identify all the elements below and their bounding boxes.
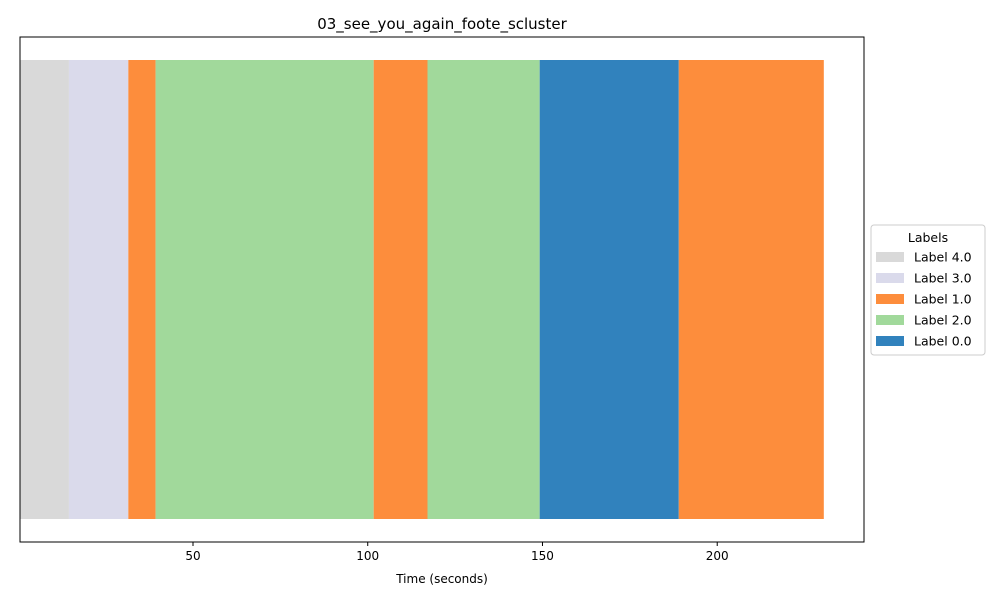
plot-frame bbox=[19, 36, 865, 543]
segment-bar-4 bbox=[373, 60, 428, 519]
chart-title: 03_see_you_again_foote_scluster bbox=[317, 15, 567, 34]
segment-bar-6 bbox=[539, 60, 679, 519]
segment-bar-1 bbox=[68, 60, 129, 519]
x-tick-label-0: 50 bbox=[185, 549, 200, 563]
segment-bar-5 bbox=[427, 60, 540, 519]
segment-bar-0 bbox=[20, 60, 69, 519]
x-tick-label-1: 100 bbox=[356, 549, 379, 563]
legend-swatch-0 bbox=[876, 252, 904, 262]
legend-label-0: Label 4.0 bbox=[914, 250, 972, 265]
legend-label-2: Label 1.0 bbox=[914, 292, 972, 307]
segment-bar-3 bbox=[155, 60, 374, 519]
segment-bar-7 bbox=[678, 60, 824, 519]
legend-swatch-1 bbox=[876, 273, 904, 283]
legend-swatch-4 bbox=[876, 336, 904, 346]
legend-title: Labels bbox=[908, 230, 948, 245]
legend-label-4: Label 0.0 bbox=[914, 334, 972, 349]
x-axis-ticks: 50 100 150 200 bbox=[185, 542, 729, 563]
legend-swatch-2 bbox=[876, 294, 904, 304]
x-tick-label-3: 200 bbox=[706, 549, 729, 563]
segment-bar-2 bbox=[128, 60, 156, 519]
legend-swatch-3 bbox=[876, 315, 904, 325]
x-tick-label-2: 150 bbox=[531, 549, 554, 563]
x-axis-label: Time (seconds) bbox=[395, 572, 488, 586]
legend-label-3: Label 2.0 bbox=[914, 313, 972, 328]
legend-label-1: Label 3.0 bbox=[914, 271, 972, 286]
segment-bars bbox=[20, 60, 824, 519]
legend-entries: Label 4.0 Label 3.0 Label 1.0 Label 2.0 Labe… bbox=[876, 250, 972, 349]
